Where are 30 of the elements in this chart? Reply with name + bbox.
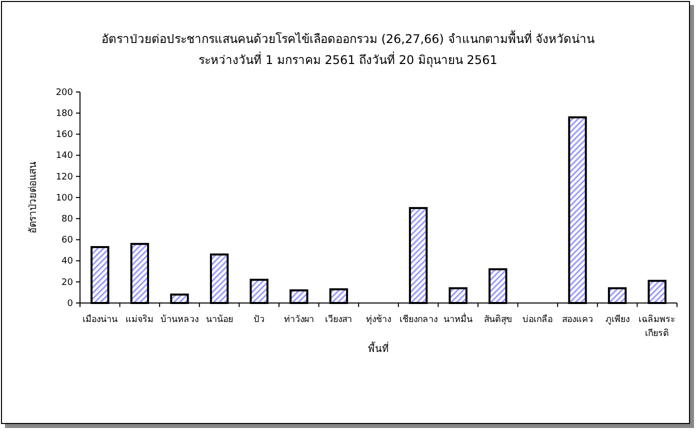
y-tick-label: 100 (56, 193, 74, 204)
x-tick-label: ภูเพียง (605, 314, 630, 325)
y-tick-label: 60 (62, 236, 74, 246)
x-tick-label: นาน้อย (206, 314, 233, 325)
x-tick-label: ปัว (254, 315, 265, 325)
x-tick-label: สันติสุข (484, 314, 512, 325)
y-tick-label: 20 (62, 278, 74, 288)
x-tick-label: บ่อเกลือ (522, 314, 553, 325)
x-tick-label: เวียงสา (325, 314, 352, 325)
y-tick-label: 0 (67, 298, 74, 309)
x-tick-label: ทุ่งช้าง (366, 314, 391, 325)
chart-subtitle: ระหว่างวันที่ 1 มกราคม 2561 ถึงวันที่ 20 มิถุนายน 2561 (198, 51, 498, 68)
x-tick-label: สองแคว (562, 315, 593, 325)
x-tick-label: แม่จริม (126, 314, 154, 325)
x-tick-label: เมืองน่าน (82, 314, 118, 325)
y-axis-title: อัตราป่วยต่อแสน (28, 162, 39, 234)
y-tick-label: 40 (62, 256, 74, 267)
y-tick-label: 180 (56, 108, 74, 119)
x-tick-label: เฉลิมพระเกียรติ (638, 314, 676, 339)
x-tick-label: นาหมื่น (444, 312, 473, 325)
chart-title: อัตราป่วยต่อประชากรแสนคนด้วยโรคไข้เลือดออกรวม (26,27,66) จำแนกตามพื้นที่ จังหวัดน่าน (101, 30, 595, 46)
x-tick-label: ท่าวังผา (284, 315, 314, 325)
x-tick-label: เชียงกลาง (399, 314, 438, 325)
y-tick-label: 120 (56, 172, 74, 182)
x-axis-title: พื้นที่ (368, 341, 389, 355)
x-tick-label: บ้านหลวง (160, 314, 198, 325)
y-tick-label: 80 (62, 214, 74, 224)
y-tick-label: 200 (56, 88, 74, 98)
y-tick-label: 140 (56, 151, 74, 162)
y-tick-label: 160 (56, 130, 74, 140)
